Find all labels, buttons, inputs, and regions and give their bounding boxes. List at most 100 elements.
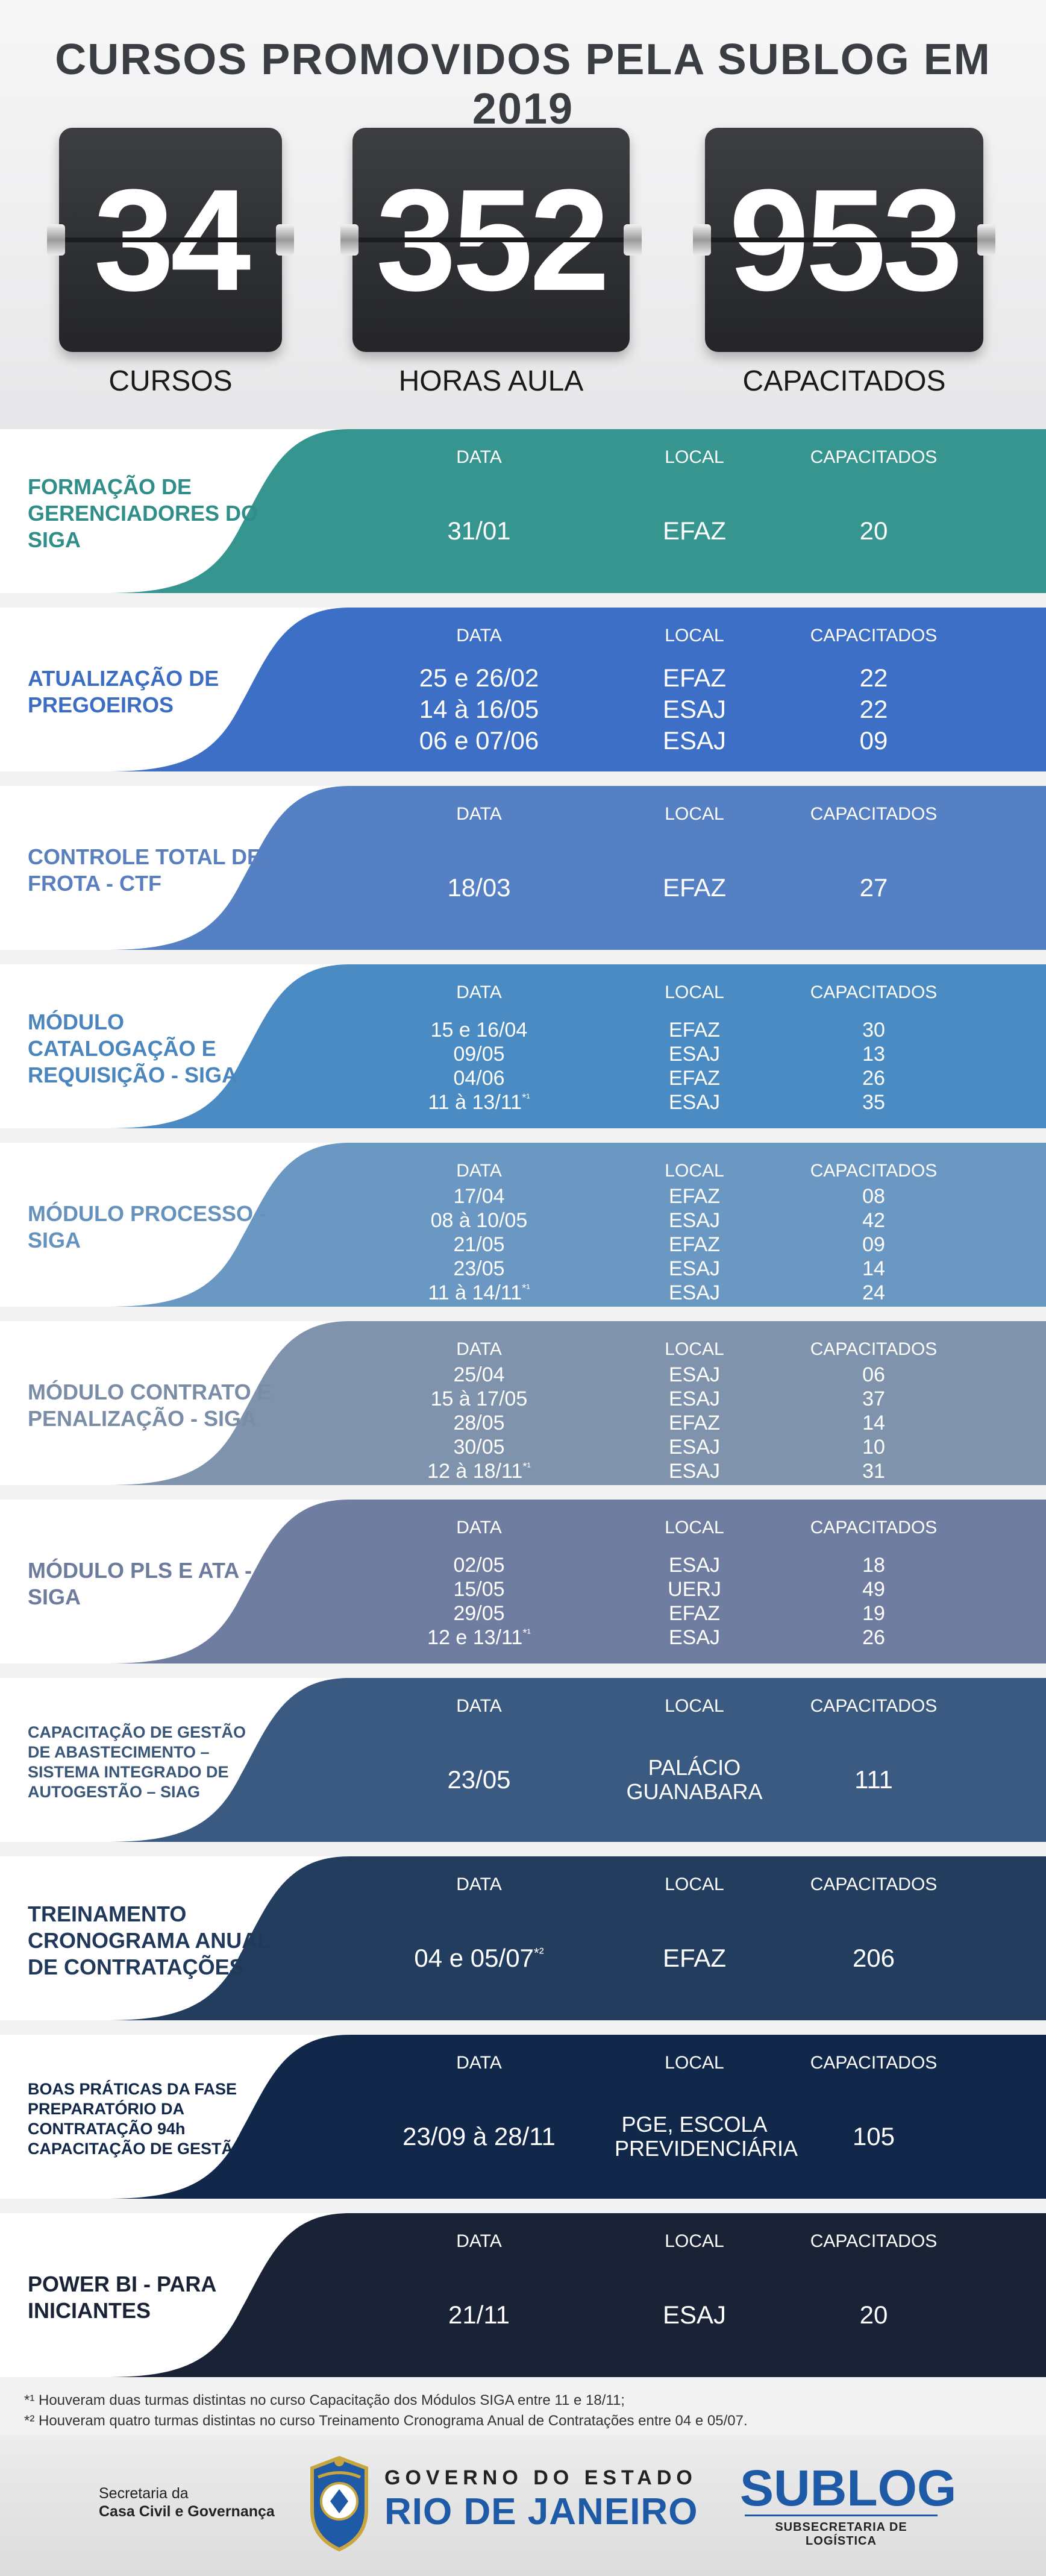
cell-cap: 09	[777, 1233, 970, 1257]
counter-hinge	[977, 224, 995, 256]
cell-cap: 206	[777, 1943, 970, 1974]
cell-local-text: ESAJ	[662, 726, 727, 755]
cell-cap-text: 27	[859, 873, 888, 902]
cell-date-text: 11 à 14/11	[428, 1281, 522, 1304]
course-title: MÓDULO CATALOGAÇÃO E REQUISIÇÃO - SIGA	[28, 1010, 238, 1087]
column-header-capacitados: CAPACITADOS	[810, 1161, 938, 1181]
cell-local: ESAJ	[603, 1281, 786, 1305]
counter-hinge	[47, 224, 65, 256]
column-header-date: DATA	[456, 804, 502, 824]
cell-date-text: 21/11	[448, 2301, 510, 2329]
cell-cap-text: 31	[862, 1460, 885, 1483]
column-date: 21/11	[383, 2299, 575, 2331]
cell-date: 12 e 13/11*¹	[383, 1626, 575, 1650]
cell-date: 21/05	[383, 1233, 575, 1257]
course-band: BOAS PRÁTICAS DA FASE PREPARATÓRIO DA CO…	[0, 2035, 1046, 2199]
cell-local-text: EFAZ	[668, 1067, 721, 1090]
cell-cap-text: 26	[862, 1626, 885, 1649]
page-title: CURSOS PROMOVIDOS PELA SUBLOG EM 2019	[55, 36, 991, 133]
cell-date-text: 15 à 17/05	[430, 1387, 528, 1410]
column-header-date: DATA	[456, 626, 502, 646]
cell-date: 23/05	[383, 1257, 575, 1281]
cell-cap-text: 14	[862, 1412, 885, 1434]
column-header-local: LOCAL	[665, 982, 724, 1002]
cell-local: PGE, ESCOLA PREVIDENCIÁRIA	[615, 2113, 798, 2161]
cell-local-text: ESAJ	[662, 695, 727, 723]
course-band: POWER BI - PARA INICIANTES DATA LOCAL CAPAC…	[0, 2213, 1046, 2377]
course-title: TREINAMENTO CRONOGRAMA ANUAL DE CONTRATA…	[28, 1902, 271, 1979]
cell-date: 30/05	[383, 1435, 575, 1459]
cell-cap-text: 111	[854, 1765, 893, 1794]
counter-split-line	[705, 237, 983, 242]
cell-cap: 37	[777, 1387, 970, 1411]
cell-cap: 42	[777, 1208, 970, 1233]
cell-local: ESAJ	[603, 1459, 786, 1483]
cell-local-text: ESAJ	[668, 1460, 721, 1483]
footnotes: *¹ Houveram duas turmas distintas no cur…	[24, 2390, 748, 2431]
course-band-background	[0, 1321, 1046, 1485]
cell-date: 25/04	[383, 1363, 575, 1387]
cell-cap-text: 35	[862, 1091, 885, 1114]
course-band-background	[0, 1678, 1046, 1842]
cell-local-text: PALÁCIO GUANABARA	[626, 1755, 763, 1804]
cell-local: UERJ	[603, 1577, 786, 1601]
cell-date: 23/05	[383, 1764, 575, 1795]
column-header-capacitados: CAPACITADOS	[810, 1696, 938, 1716]
cell-local: ESAJ	[603, 1435, 786, 1459]
column-local: ESAJ	[603, 2299, 786, 2331]
cell-cap-text: 42	[862, 1209, 885, 1232]
cell-cap: 24	[777, 1281, 970, 1305]
course-band-background	[0, 786, 1046, 950]
course-title: MÓDULO PROCESSO - SIGA	[28, 1201, 267, 1252]
footnote-1: *¹ Houveram duas turmas distintas no cur…	[24, 2392, 625, 2408]
cell-date: 18/03	[383, 872, 575, 903]
cell-local-text: ESAJ	[668, 1209, 721, 1232]
course-band: MÓDULO PROCESSO - SIGA DATA LOCAL CAPACITAD…	[0, 1143, 1046, 1307]
cell-local-text: EFAZ	[668, 1185, 721, 1208]
cell-date: 11 à 13/11*¹	[383, 1090, 575, 1114]
column-date: 25 e 26/02 14 à 16/05 06 e 07/06	[383, 662, 575, 756]
column-cap: 18 49 19 26	[777, 1553, 970, 1650]
course-title: FORMAÇÃO DE GERENCIADORES DO SIGA	[28, 474, 258, 552]
cell-local: ESAJ	[603, 694, 786, 725]
cell-date-text: 29/05	[453, 1602, 505, 1625]
cell-date: 28/05	[383, 1411, 575, 1435]
cell-date-text: 15/05	[453, 1578, 505, 1601]
course-band-background	[0, 1500, 1046, 1663]
cell-local-text: ESAJ	[668, 1043, 721, 1066]
cell-date: 21/11	[383, 2299, 575, 2331]
column-header-local: LOCAL	[665, 626, 724, 646]
cell-date-text: 17/04	[453, 1185, 505, 1208]
cell-date: 31/01	[383, 515, 575, 547]
cell-cap-text: 206	[852, 1944, 895, 1972]
cell-local: PALÁCIO GUANABARA	[615, 1756, 774, 1804]
column-date: 23/09 à 28/11	[383, 2121, 575, 2152]
cell-local-text: EFAZ	[662, 517, 727, 545]
column-header-local: LOCAL	[665, 1339, 724, 1359]
cell-local: ESAJ	[603, 1553, 786, 1577]
cell-local: EFAZ	[603, 872, 786, 903]
cell-date-text: 21/05	[453, 1233, 505, 1256]
column-header-date: DATA	[456, 1696, 502, 1716]
column-local: EFAZ ESAJ EFAZ ESAJ ESAJ	[603, 1184, 786, 1305]
counter-hinge	[276, 224, 294, 256]
cell-local: ESAJ	[603, 2299, 786, 2331]
cell-date: 15 à 17/05	[383, 1387, 575, 1411]
cell-cap-text: 10	[862, 1436, 885, 1459]
courses-label: CURSOS	[108, 365, 233, 397]
cell-local: ESAJ	[603, 725, 786, 756]
hours-counter: 352	[340, 128, 642, 352]
column-cap: 22 22 09	[777, 662, 970, 756]
column-cap: 20	[777, 515, 970, 547]
column-header-capacitados: CAPACITADOS	[810, 447, 938, 467]
column-header-local: LOCAL	[665, 2231, 724, 2251]
cell-date-text: 25/04	[453, 1363, 505, 1386]
cell-cap: 19	[777, 1601, 970, 1626]
header: CURSOS PROMOVIDOS PELA SUBLOG EM 2019 34…	[0, 0, 1046, 429]
cell-cap-text: 14	[862, 1257, 885, 1280]
cell-date-text: 25 e 26/02	[419, 664, 539, 692]
column-date: 18/03	[383, 872, 575, 903]
cell-cap: 10	[777, 1435, 970, 1459]
cell-date: 14 à 16/05	[383, 694, 575, 725]
cell-cap-text: 20	[859, 2301, 888, 2329]
